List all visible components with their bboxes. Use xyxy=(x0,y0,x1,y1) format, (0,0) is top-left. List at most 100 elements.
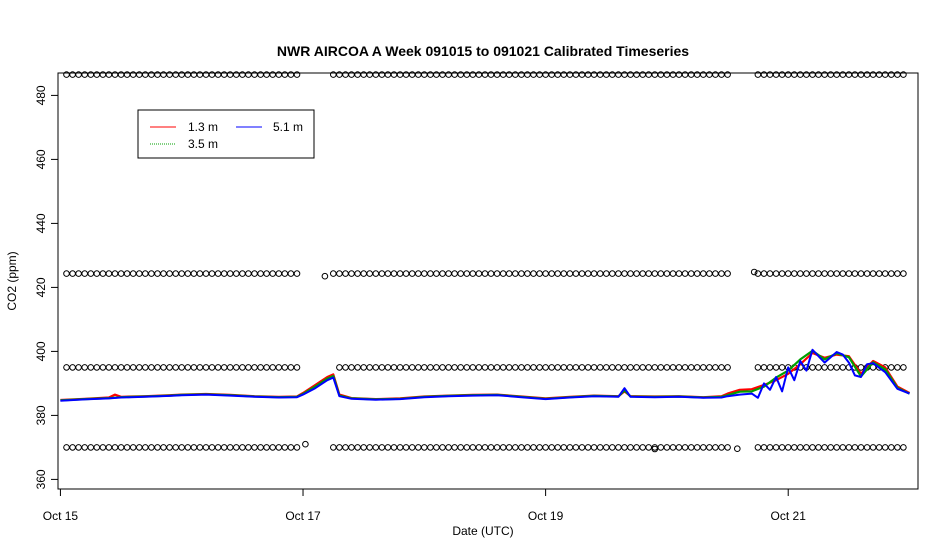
indicator-point xyxy=(700,444,707,451)
indicator-point xyxy=(481,444,489,451)
indicator-point xyxy=(402,270,410,277)
indicator-point xyxy=(681,270,689,277)
indicator-point xyxy=(275,444,283,451)
indicator-point xyxy=(160,444,167,451)
indicator-point xyxy=(524,444,531,451)
indicator-point xyxy=(693,444,701,451)
indicator-point xyxy=(166,444,173,451)
indicator-point xyxy=(463,444,471,451)
indicator-point xyxy=(69,364,76,371)
indicator-point xyxy=(384,444,392,451)
indicator-point xyxy=(214,270,222,277)
indicator-point xyxy=(427,270,434,277)
indicator-point xyxy=(190,444,198,451)
indicator-point xyxy=(627,364,634,371)
indicator-point xyxy=(148,270,155,277)
indicator-point xyxy=(578,364,586,371)
indicator-point xyxy=(226,444,234,451)
indicator-point xyxy=(178,270,185,277)
indicator-point xyxy=(778,364,786,371)
indicator-point xyxy=(815,444,822,451)
indicator-point xyxy=(366,270,374,277)
indicator-point xyxy=(839,444,847,451)
indicator-point xyxy=(851,444,859,451)
indicator-point xyxy=(93,444,101,451)
indicator-point xyxy=(402,444,410,451)
indicator-point xyxy=(63,364,70,371)
indicator-point xyxy=(566,444,574,451)
indicator-point xyxy=(499,364,507,371)
indicator-point xyxy=(348,364,355,371)
indicator-point xyxy=(105,364,113,371)
indicator-point xyxy=(439,270,446,277)
indicator-point xyxy=(117,364,125,371)
series-line-3-5-m xyxy=(60,349,910,402)
indicator-point xyxy=(888,71,895,78)
indicator-point xyxy=(493,270,501,277)
indicator-point xyxy=(226,364,234,371)
indicator-point xyxy=(245,444,252,451)
indicator-point xyxy=(772,364,780,371)
indicator-point xyxy=(633,444,640,451)
indicator-point xyxy=(269,444,277,451)
indicator-point xyxy=(445,270,452,277)
indicator-row-486 xyxy=(63,71,907,78)
indicator-point xyxy=(348,444,355,451)
indicator-point xyxy=(360,270,368,277)
indicator-point xyxy=(609,364,616,371)
indicator-point xyxy=(718,444,725,451)
indicator-point xyxy=(615,270,622,277)
indicator-point xyxy=(596,364,604,371)
indicator-point xyxy=(184,364,192,371)
indicator-point xyxy=(129,270,137,277)
indicator-point xyxy=(226,270,234,277)
indicator-point xyxy=(330,270,337,277)
indicator-point xyxy=(457,364,465,371)
indicator-point xyxy=(548,364,556,371)
indicator-point xyxy=(275,364,283,371)
indicator-point xyxy=(827,364,835,371)
indicator-point xyxy=(512,364,519,371)
indicator-point xyxy=(233,444,240,451)
indicator-point xyxy=(378,364,386,371)
indicator-row-424 xyxy=(63,268,907,280)
indicator-point xyxy=(766,444,774,451)
indicator-point xyxy=(475,364,483,371)
indicator-point xyxy=(196,71,204,78)
indicator-point xyxy=(257,444,264,451)
indicator-point xyxy=(408,270,416,277)
indicator-point xyxy=(700,270,707,277)
indicator-point xyxy=(342,364,349,371)
indicator-point xyxy=(154,444,161,451)
indicator-point xyxy=(809,444,816,451)
indicator-point xyxy=(839,270,847,277)
indicator-point xyxy=(900,270,907,277)
indicator-point xyxy=(651,270,659,277)
indicator-point xyxy=(778,444,786,451)
indicator-point xyxy=(900,444,907,451)
indicator-point xyxy=(900,71,907,78)
indicator-point xyxy=(578,270,586,277)
series-line-5-1-m xyxy=(60,348,910,402)
indicator-point xyxy=(499,270,507,277)
indicator-point xyxy=(639,270,647,277)
indicator-point xyxy=(202,270,210,277)
indicator-point xyxy=(657,364,665,371)
indicator-point xyxy=(712,444,719,451)
indicator-point xyxy=(869,270,877,277)
indicator-point xyxy=(675,444,683,451)
indicator-point xyxy=(778,270,786,277)
indicator-point xyxy=(542,270,549,277)
indicator-point xyxy=(172,270,179,277)
indicator-point xyxy=(321,272,329,280)
indicator-point xyxy=(578,444,586,451)
indicator-point xyxy=(123,71,131,78)
indicator-point xyxy=(172,444,179,451)
indicator-point xyxy=(663,444,671,451)
indicator-point xyxy=(469,364,477,371)
indicator-point xyxy=(87,270,95,277)
indicator-point xyxy=(233,270,240,277)
indicator-point xyxy=(378,444,386,451)
indicator-point xyxy=(196,364,204,371)
indicator-row-370 xyxy=(63,440,907,453)
